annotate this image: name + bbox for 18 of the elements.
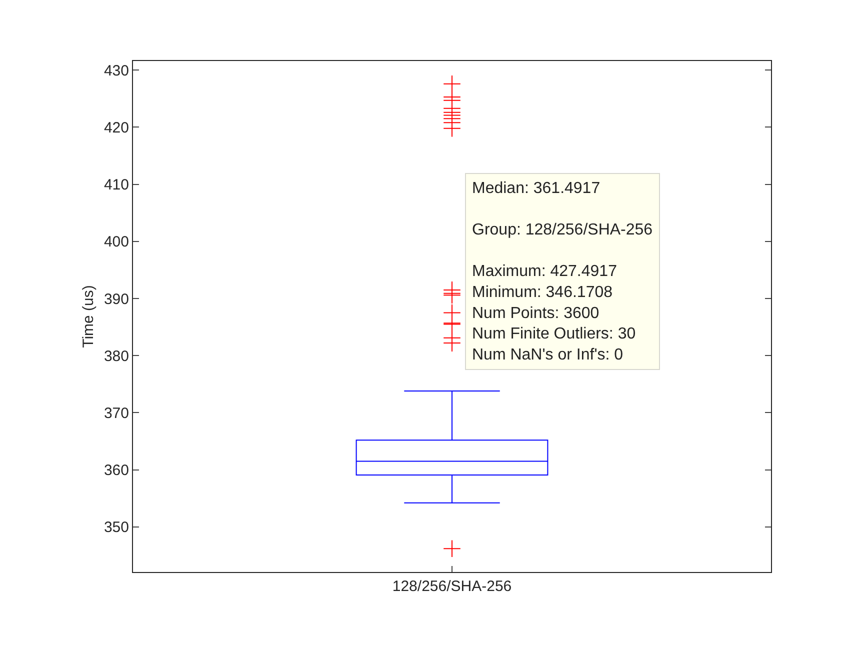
annotation: Num NaN's or Inf's: 0 <box>472 346 624 364</box>
annotation: Minimum: 346.1708 <box>472 284 613 301</box>
y-tick-label: 370 <box>104 404 129 422</box>
y-tick-label: 400 <box>104 234 129 251</box>
annotation: Num Points: 3600 <box>472 304 600 322</box>
annotation: Median: 361.4917 <box>472 180 600 197</box>
y-tick-label: 380 <box>104 348 129 365</box>
y-tick-label: 410 <box>104 176 129 194</box>
annotation: Num Finite Outliers: 30 <box>472 326 636 343</box>
annotation: Maximum: 427.4917 <box>472 263 618 280</box>
y-tick-label: 430 <box>104 62 129 80</box>
y-axis-title: Time (us) <box>80 285 97 348</box>
y-tick-label: 420 <box>104 119 129 136</box>
y-tick-label: 390 <box>104 290 129 308</box>
y-tick-label: 350 <box>104 519 129 536</box>
y-tick-label: 360 <box>104 462 129 480</box>
x-tick-label: 128/256/SHA-256 <box>392 578 512 595</box>
annotation: Group: 128/256/SHA-256 <box>472 222 653 239</box>
